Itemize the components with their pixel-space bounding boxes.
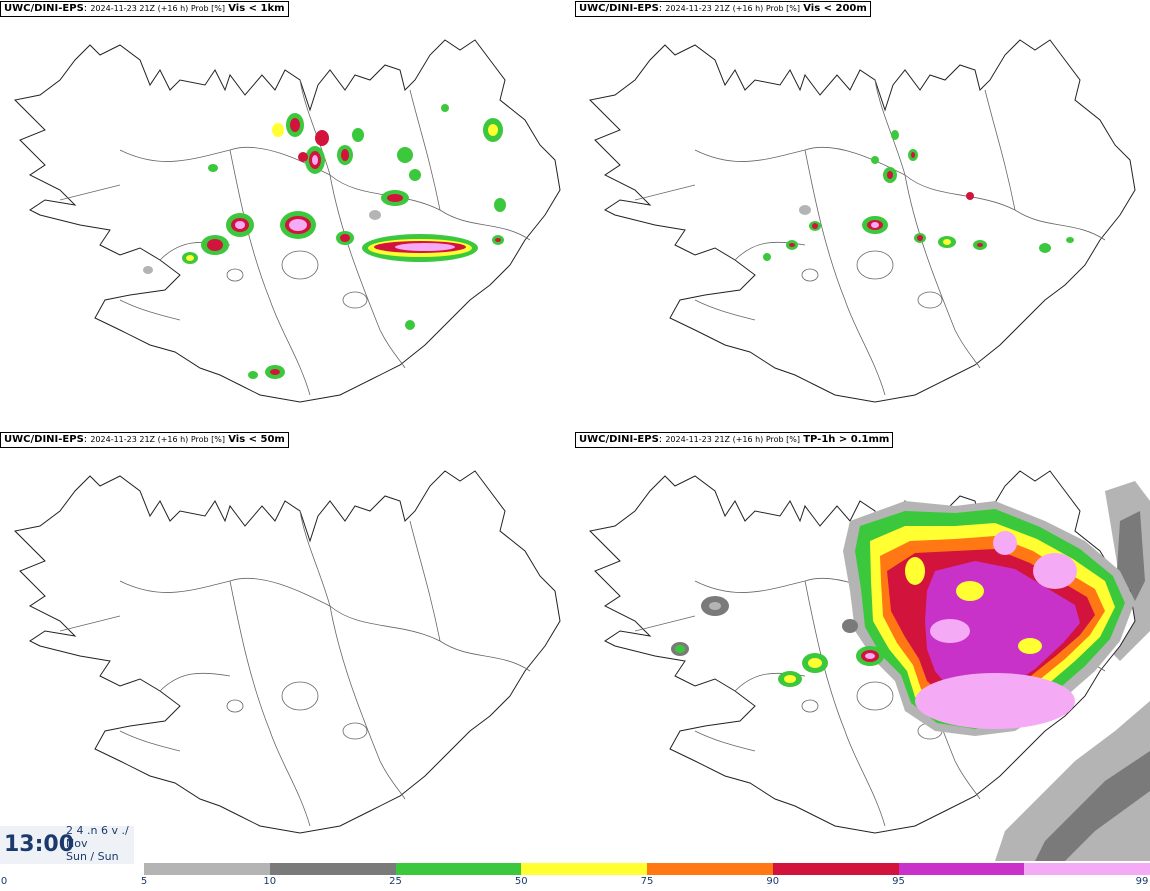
probability-areas <box>763 130 1074 261</box>
colorbar-tick-label: 90 <box>766 876 780 887</box>
iceland-map <box>14 470 561 834</box>
colorbar-segment <box>269 863 396 875</box>
colorbar-segment <box>772 863 899 875</box>
map-panel-precip: UWC/DINI-EPS: 2024-11-23 21Z (+16 h) Pro… <box>575 431 1150 861</box>
panel-title: UWC/DINI-EPS: 2024-11-23 21Z (+16 h) Pro… <box>575 432 894 448</box>
colorbar-segment <box>144 863 270 875</box>
iceland-map <box>589 470 1150 861</box>
colorbar-tick-label: 99 <box>1135 876 1149 887</box>
colorbar-segment <box>521 863 647 875</box>
colorbar-tick-label: 25 <box>389 876 402 887</box>
forecast-date: 2 4 .n 6 v ./ Nov Sun / Sun <box>66 824 129 863</box>
forecast-time: 13:00 <box>4 832 75 857</box>
forecast-time-box: 13:00 2 4 .n 6 v ./ Nov Sun / Sun <box>0 824 134 864</box>
iceland-map <box>14 39 561 403</box>
colorbar-tick-label: 50 <box>514 876 528 887</box>
map-panel-vis-50m: UWC/DINI-EPS: 2024-11-23 21Z (+16 h) Pro… <box>0 431 575 861</box>
probability-areas <box>143 104 506 379</box>
colorbar-segment <box>395 863 522 875</box>
colorbar-tick-label: 5 <box>140 876 148 887</box>
colorbar-ticks: 0 5 10 25 50 75 90 95 99 <box>0 876 1150 890</box>
iceland-map <box>589 39 1136 403</box>
panel-title: UWC/DINI-EPS: 2024-11-23 21Z (+16 h) Pro… <box>0 1 289 17</box>
colorbar-tick-label: 0 <box>0 876 8 887</box>
colorbar-tick-label: 95 <box>892 876 905 887</box>
colorbar-tick-label: 10 <box>263 876 277 887</box>
colorbar-segment <box>1024 863 1150 875</box>
panel-title: UWC/DINI-EPS: 2024-11-23 21Z (+16 h) Pro… <box>575 1 871 17</box>
panel-title: UWC/DINI-EPS: 2024-11-23 21Z (+16 h) Pro… <box>0 432 289 448</box>
colorbar-segment <box>898 863 1025 875</box>
map-panel-vis-200m: UWC/DINI-EPS: 2024-11-23 21Z (+16 h) Pro… <box>575 0 1150 430</box>
colorbar-tick-label: 75 <box>640 876 654 887</box>
probability-colorbar <box>144 863 1150 875</box>
probability-areas <box>671 501 1135 736</box>
map-panel-vis-1km: UWC/DINI-EPS: 2024-11-23 21Z (+16 h) Pro… <box>0 0 575 430</box>
colorbar-segment <box>647 863 773 875</box>
